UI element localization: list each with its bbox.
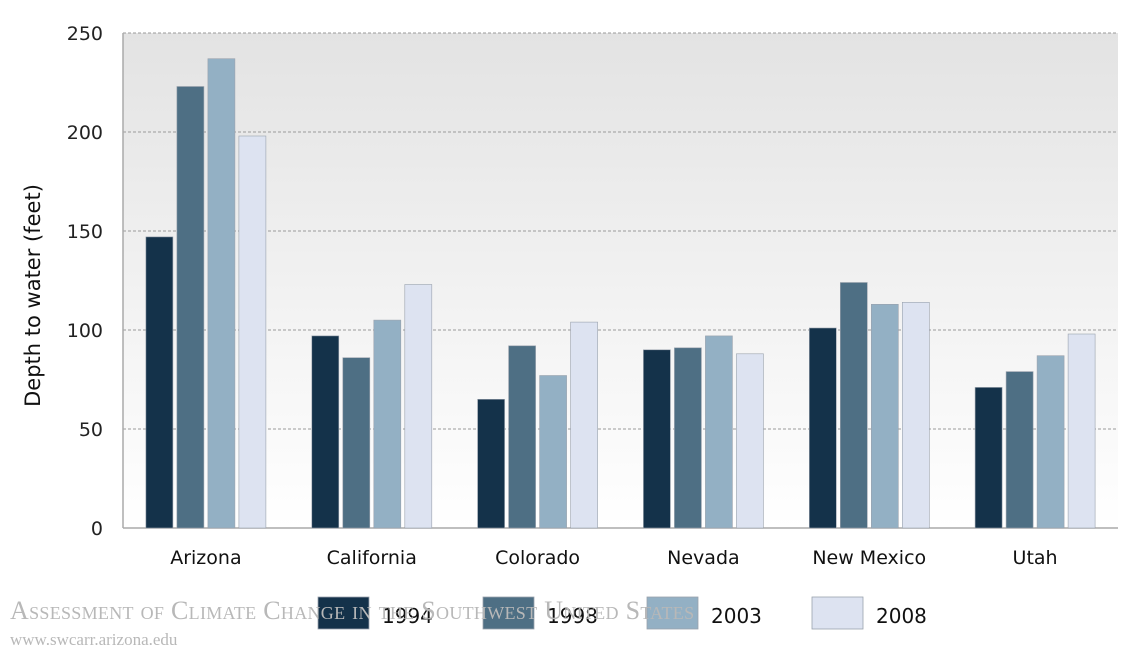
bar-colorado-2008 (570, 321, 598, 529)
legend-label-2008: 2008 (876, 604, 927, 628)
plot-background (123, 33, 1118, 528)
y-tick-label-50: 50 (79, 419, 103, 441)
y-tick-label-250: 250 (67, 23, 103, 45)
bar-new-mexico-1994 (808, 327, 837, 529)
x-tick-label-california: California (327, 547, 417, 569)
y-tick-label-100: 100 (67, 320, 103, 342)
bar-california-2008 (404, 284, 433, 529)
legend-swatch-1998 (482, 596, 535, 630)
bar-new-mexico-2003 (870, 303, 899, 529)
bar-arizona-1994 (145, 236, 174, 529)
legend-swatch-1994 (317, 596, 370, 630)
bar-nevada-2003 (705, 335, 733, 529)
bar-california-1998 (342, 357, 371, 529)
watermark-title: Assessment of Climate Change in the Sout… (10, 596, 695, 625)
watermark-url: www.swcarr.arizona.edu (10, 630, 178, 649)
x-tick-label-new-mexico: New Mexico (812, 547, 926, 569)
x-tick-label-arizona: Arizona (170, 547, 241, 569)
bar-colorado-2003 (539, 375, 567, 529)
bar-arizona-1998 (176, 86, 205, 529)
legend-label-1998: 1998 (547, 604, 598, 628)
bar-california-1994 (311, 335, 340, 529)
bar-colorado-1994 (477, 398, 505, 529)
bar-utah-1994 (974, 387, 1003, 529)
bar-utah-2003 (1036, 355, 1065, 529)
y-tick-label-150: 150 (67, 221, 103, 243)
legend-label-2003: 2003 (711, 604, 762, 628)
bar-new-mexico-2008 (901, 301, 930, 529)
legend-swatch-2008 (811, 596, 864, 630)
bar-arizona-2008 (238, 135, 267, 529)
x-tick-label-nevada: Nevada (667, 547, 740, 569)
bar-nevada-1998 (674, 347, 702, 529)
bar-arizona-2003 (207, 58, 236, 529)
legend-swatch-2003 (646, 596, 699, 630)
y-tick-label-200: 200 (67, 122, 103, 144)
y-axis-label: Depth to water (feet) (21, 184, 45, 407)
bar-new-mexico-1998 (839, 282, 868, 529)
x-tick-label-colorado: Colorado (495, 547, 580, 569)
bar-california-2003 (373, 319, 402, 529)
x-tick-label-utah: Utah (1013, 547, 1058, 569)
bar-nevada-1994 (643, 349, 671, 529)
bar-nevada-2008 (736, 353, 764, 529)
bar-colorado-1998 (508, 345, 536, 529)
bar-utah-1998 (1005, 371, 1034, 529)
y-tick-label-0: 0 (91, 518, 103, 540)
legend-label-1994: 1994 (382, 604, 433, 628)
bar-utah-2008 (1067, 333, 1096, 529)
